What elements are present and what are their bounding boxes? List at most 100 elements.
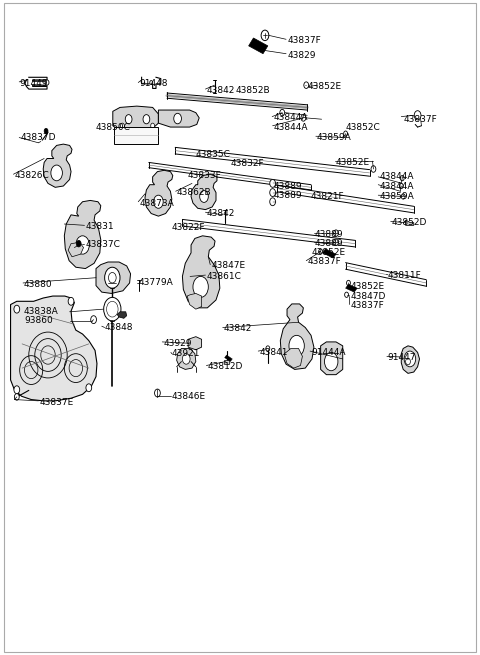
Text: 43842: 43842 [206, 86, 235, 95]
Circle shape [91, 316, 96, 324]
Circle shape [324, 352, 338, 371]
Polygon shape [188, 337, 202, 350]
Text: 43822F: 43822F [172, 223, 205, 233]
Circle shape [261, 30, 269, 41]
Circle shape [120, 123, 124, 128]
Circle shape [344, 131, 348, 136]
Circle shape [86, 384, 92, 392]
Polygon shape [158, 110, 199, 127]
Circle shape [107, 301, 118, 317]
Polygon shape [346, 284, 357, 292]
Polygon shape [321, 342, 343, 375]
Text: 43832F: 43832F [230, 159, 264, 168]
Text: 43862B: 43862B [177, 188, 211, 197]
Text: 43837F: 43837F [288, 36, 322, 45]
Text: 43821F: 43821F [311, 192, 345, 201]
Circle shape [371, 166, 376, 172]
Text: 43880: 43880 [24, 280, 53, 289]
Circle shape [14, 386, 20, 394]
Circle shape [108, 272, 116, 283]
Text: 43850C: 43850C [96, 122, 131, 132]
Circle shape [14, 305, 20, 313]
Polygon shape [182, 236, 220, 308]
Circle shape [280, 109, 285, 116]
Text: 93860: 93860 [24, 316, 53, 326]
Text: 43811F: 43811F [388, 271, 421, 280]
Text: 43852D: 43852D [392, 218, 427, 227]
Text: 43921: 43921 [172, 349, 200, 358]
Text: 43831: 43831 [85, 222, 114, 231]
Text: 43826C: 43826C [14, 171, 49, 180]
Circle shape [270, 179, 276, 187]
Circle shape [301, 115, 306, 121]
Circle shape [401, 194, 405, 199]
Text: 43835C: 43835C [196, 150, 231, 159]
Polygon shape [68, 242, 84, 257]
Circle shape [304, 82, 309, 88]
Circle shape [104, 297, 121, 321]
Circle shape [44, 128, 48, 134]
Text: 43842: 43842 [206, 209, 235, 218]
Circle shape [334, 239, 338, 246]
Text: 43873A: 43873A [139, 198, 174, 208]
Circle shape [105, 267, 120, 288]
Circle shape [270, 189, 276, 196]
Text: 43844A: 43844A [379, 172, 414, 181]
Circle shape [193, 276, 208, 297]
Circle shape [270, 198, 276, 206]
Polygon shape [96, 262, 131, 293]
Text: 43844A: 43844A [379, 181, 414, 191]
Text: 43847E: 43847E [211, 261, 245, 271]
Polygon shape [323, 249, 336, 258]
Circle shape [200, 191, 208, 202]
Circle shape [14, 394, 19, 400]
Text: 91447: 91447 [388, 353, 416, 362]
Text: 43837F: 43837F [307, 257, 341, 267]
Text: 43889: 43889 [315, 239, 344, 248]
Text: 43842: 43842 [224, 324, 252, 333]
Polygon shape [114, 127, 158, 144]
Text: 43844A: 43844A [274, 113, 308, 122]
Text: 91449: 91449 [19, 79, 48, 88]
Text: 43837F: 43837F [350, 301, 384, 310]
Circle shape [154, 195, 163, 208]
Polygon shape [43, 144, 72, 187]
Text: 43829: 43829 [288, 50, 316, 60]
Circle shape [399, 183, 403, 189]
Circle shape [345, 292, 348, 297]
Circle shape [143, 115, 150, 124]
Polygon shape [191, 174, 217, 210]
Text: 43812D: 43812D [207, 362, 243, 371]
Text: 43852E: 43852E [336, 158, 370, 167]
Text: 43852C: 43852C [346, 122, 380, 132]
Polygon shape [113, 106, 158, 132]
Circle shape [45, 80, 49, 85]
Circle shape [319, 249, 323, 254]
Text: 43889: 43889 [315, 230, 344, 239]
Polygon shape [145, 170, 173, 216]
Polygon shape [284, 348, 302, 368]
Text: 43852B: 43852B [235, 86, 270, 95]
Circle shape [334, 230, 338, 236]
Text: 43852E: 43852E [350, 282, 384, 291]
Polygon shape [187, 293, 202, 309]
Text: 43841: 43841 [259, 348, 288, 357]
Circle shape [155, 389, 160, 397]
Polygon shape [117, 312, 127, 318]
Circle shape [347, 280, 350, 286]
Circle shape [125, 115, 132, 124]
Text: 43848: 43848 [105, 323, 133, 332]
Text: 43852E: 43852E [307, 82, 341, 91]
Text: 43929: 43929 [163, 339, 192, 348]
Text: 43859A: 43859A [379, 192, 414, 201]
Circle shape [182, 354, 190, 364]
Text: 43861C: 43861C [206, 272, 241, 281]
Circle shape [404, 351, 416, 367]
Text: 91444A: 91444A [311, 348, 346, 357]
Text: 43844A: 43844A [274, 122, 308, 132]
Text: 91448: 91448 [139, 79, 168, 88]
Circle shape [174, 113, 181, 124]
Circle shape [400, 176, 404, 181]
Polygon shape [177, 348, 196, 369]
Circle shape [289, 335, 304, 356]
